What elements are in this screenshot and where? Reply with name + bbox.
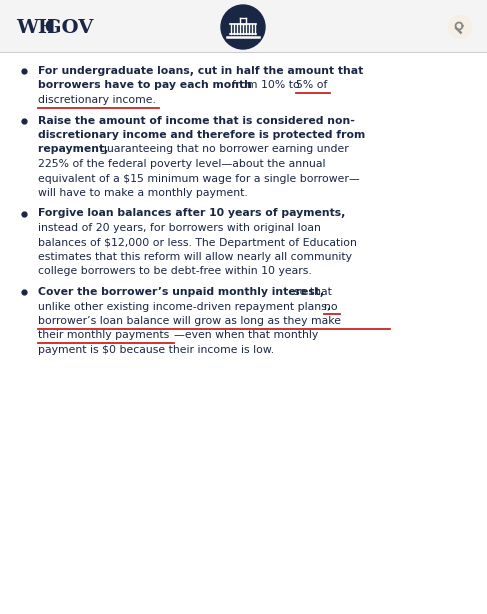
Circle shape (448, 15, 472, 39)
Bar (0, 0, 487, 52)
Text: discretionary income and therefore is protected from: discretionary income and therefore is pr… (38, 130, 365, 140)
Text: borrowers have to pay each month: borrowers have to pay each month (38, 80, 256, 90)
Text: estimates that this reform will allow nearly all community: estimates that this reform will allow ne… (38, 252, 352, 262)
Text: Raise the amount of income that is considered non-: Raise the amount of income that is consi… (38, 115, 355, 125)
Text: Forgive loan balances after 10 years of payments,: Forgive loan balances after 10 years of … (38, 209, 345, 219)
Text: from 10% to: from 10% to (232, 80, 303, 90)
Text: discretionary income.: discretionary income. (38, 95, 156, 105)
Text: .GOV: .GOV (38, 19, 94, 37)
Text: equivalent of a $15 minimum wage for a single borrower—: equivalent of a $15 minimum wage for a s… (38, 174, 360, 184)
Text: borrower’s loan balance will grow as long as they make: borrower’s loan balance will grow as lon… (38, 316, 341, 326)
Text: payment is $0 because their income is low.: payment is $0 because their income is lo… (38, 345, 274, 355)
Circle shape (221, 5, 265, 49)
Text: —even when that monthly: —even when that monthly (174, 330, 318, 341)
Text: unlike other existing income-driven repayment plans,: unlike other existing income-driven repa… (38, 301, 334, 311)
Text: Cover the borrower’s unpaid monthly interest,: Cover the borrower’s unpaid monthly inte… (38, 287, 328, 297)
Text: WH: WH (16, 19, 56, 37)
Text: For undergraduate loans, cut in half the amount that: For undergraduate loans, cut in half the… (38, 66, 363, 76)
Text: will have to make a monthly payment.: will have to make a monthly payment. (38, 188, 248, 198)
Text: balances of $12,000 or less. The Department of Education: balances of $12,000 or less. The Departm… (38, 238, 357, 247)
Text: repayment,: repayment, (38, 144, 112, 155)
Text: guaranteeing that no borrower earning under: guaranteeing that no borrower earning un… (100, 144, 349, 155)
Text: instead of 20 years, for borrowers with original loan: instead of 20 years, for borrowers with … (38, 223, 321, 233)
Text: 225% of the federal poverty level—about the annual: 225% of the federal poverty level—about … (38, 159, 325, 169)
Text: their monthly payments: their monthly payments (38, 330, 169, 341)
Text: so that: so that (294, 287, 332, 297)
Text: 5% of: 5% of (296, 80, 327, 90)
Text: college borrowers to be debt-free within 10 years.: college borrowers to be debt-free within… (38, 266, 312, 276)
Text: no: no (324, 301, 337, 311)
